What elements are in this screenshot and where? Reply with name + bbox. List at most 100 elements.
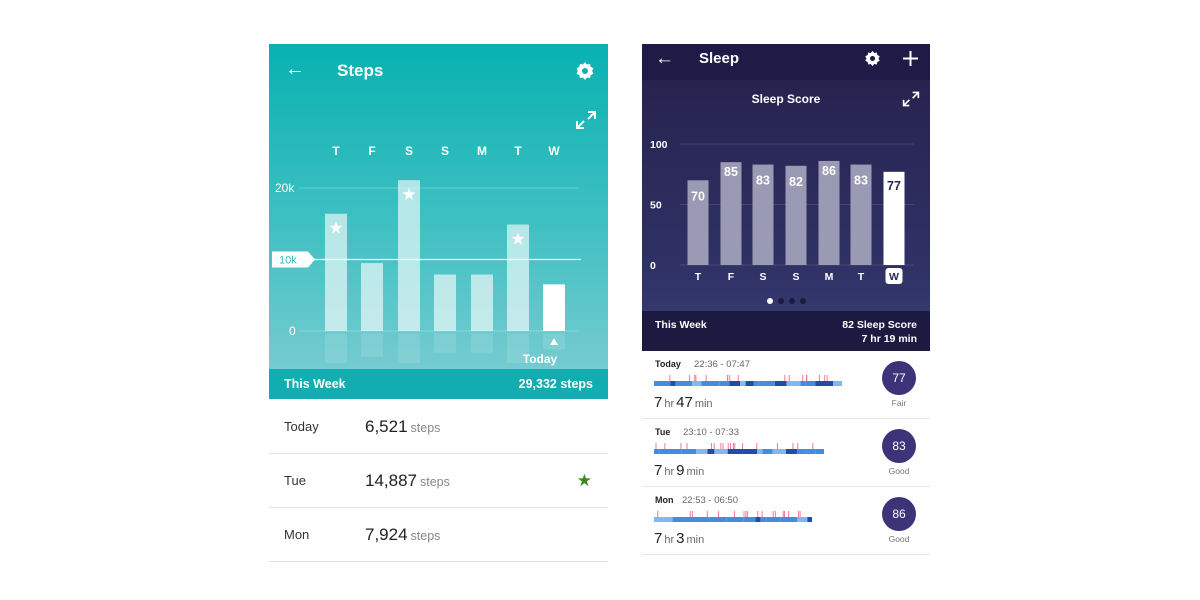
awake-tick [722, 443, 724, 449]
awake-tick [774, 511, 776, 517]
stage-segment [815, 449, 824, 454]
bar-reflection [398, 333, 420, 363]
x-tick-label: F [368, 144, 375, 158]
steps-day-row[interactable]: Today 6,521 steps [269, 400, 608, 454]
awake-tick [761, 511, 763, 517]
y-tick-label: 20k [275, 181, 295, 195]
sleep-duration: 7 hr 9 min [654, 462, 706, 479]
stage-segment [700, 517, 710, 522]
awake-tick [826, 375, 828, 381]
back-arrow-icon[interactable]: ← [655, 48, 674, 69]
page-title: Steps [337, 61, 384, 80]
awake-tick [730, 443, 732, 449]
stage-segment [740, 381, 746, 386]
awake-tick [788, 511, 790, 517]
bar [434, 274, 456, 331]
time-range: 22:36 - 07:47 [694, 359, 750, 370]
step-unit: steps [410, 420, 441, 435]
x-tick-label: M [825, 271, 834, 283]
add-icon[interactable] [902, 50, 919, 67]
awake-tick [797, 511, 799, 517]
x-tick-label: W [548, 144, 560, 158]
sleep-log-row[interactable]: Today 22:36 - 07:47 7 hr 47 min 77 Fair [642, 351, 930, 419]
awake-tick [784, 375, 786, 381]
stage-segment [758, 381, 765, 386]
stage-segment [762, 449, 773, 454]
expand-icon[interactable] [902, 90, 920, 108]
awake-tick [799, 511, 801, 517]
awake-tick [734, 443, 736, 449]
goal-star-icon: ★ [510, 230, 525, 249]
goal-label: 10k [279, 255, 297, 267]
awake-tick [756, 443, 758, 449]
minutes: 9 [676, 462, 685, 479]
awake-tick [824, 375, 826, 381]
step-count: 14,887 steps [365, 471, 450, 491]
bar [471, 274, 493, 331]
hr-unit: hr [664, 534, 675, 546]
awake-tick [776, 443, 778, 449]
sleep-log-row[interactable]: Mon 22:53 - 06:50 7 hr 3 min 86 Good [642, 487, 930, 555]
sleep-week-summary: This Week 82 Sleep Score 7 hr 19 min [642, 311, 930, 351]
awake-tick [737, 375, 739, 381]
awake-tick [727, 375, 729, 381]
y-tick-label: 0 [289, 324, 296, 338]
goal-star-icon: ★ [328, 219, 343, 238]
x-tick-label: T [858, 271, 865, 283]
stage-segment [757, 449, 763, 454]
bar [325, 213, 347, 331]
bar-reflection [434, 333, 456, 353]
steps-day-row[interactable]: Tue 14,887 steps ★ [269, 454, 608, 508]
bar-reflection [361, 333, 383, 357]
awake-tick [733, 511, 735, 517]
hours: 7 [654, 462, 663, 479]
steps-day-row[interactable]: Mon 7,924 steps [269, 508, 608, 562]
expand-icon[interactable] [575, 110, 597, 130]
awake-tick [669, 375, 671, 381]
goal-star-icon: ★ [401, 185, 416, 204]
stage-segment [833, 381, 842, 386]
sleep-duration: 7 hr 3 min [654, 530, 706, 547]
awake-tick [788, 375, 790, 381]
back-arrow-icon[interactable]: ← [285, 58, 305, 80]
day-label: Today [284, 419, 319, 434]
min-unit: min [686, 534, 705, 546]
gear-icon[interactable] [864, 50, 881, 67]
awake-tick [710, 443, 712, 449]
bar-value-label: 70 [691, 189, 705, 203]
x-tick-label: W [889, 271, 899, 283]
step-value: 14,887 [365, 470, 417, 490]
steps-panel: ← Steps 20k 0 T ★ F S ★ S M T ★ W 10k Today This Week… [269, 44, 608, 562]
awake-tick [745, 511, 747, 517]
stage-segment [753, 381, 759, 386]
awake-tick [784, 511, 786, 517]
week-label: This Week [655, 319, 707, 331]
hr-unit: hr [664, 466, 675, 478]
stage-segment [797, 517, 808, 522]
page-dot [789, 298, 795, 304]
x-tick-label: T [332, 144, 340, 158]
week-total: 29,332 steps [518, 377, 593, 391]
awake-tick [718, 511, 720, 517]
step-unit: steps [420, 474, 450, 489]
sleep-log-row[interactable]: Tue 23:10 - 07:33 7 hr 9 min 83 Good [642, 419, 930, 487]
stage-segment [719, 381, 730, 386]
stage-segment [743, 517, 756, 522]
stage-segment [755, 517, 761, 522]
day-label: Mon [284, 527, 310, 542]
bar [818, 160, 840, 265]
awake-tick [695, 375, 697, 381]
score-rating: Good [888, 466, 910, 476]
min-unit: min [694, 398, 713, 410]
awake-tick [806, 375, 808, 381]
stage-segment [713, 381, 720, 386]
awake-tick [732, 443, 734, 449]
stage-segment [684, 517, 691, 522]
gear-icon[interactable] [575, 61, 595, 81]
awake-tick [689, 375, 691, 381]
bar-reflection [325, 333, 347, 363]
bar-value-label: 82 [789, 175, 803, 189]
page-title: Sleep [699, 50, 740, 67]
awake-tick [727, 443, 729, 449]
x-tick-label: T [514, 144, 522, 158]
